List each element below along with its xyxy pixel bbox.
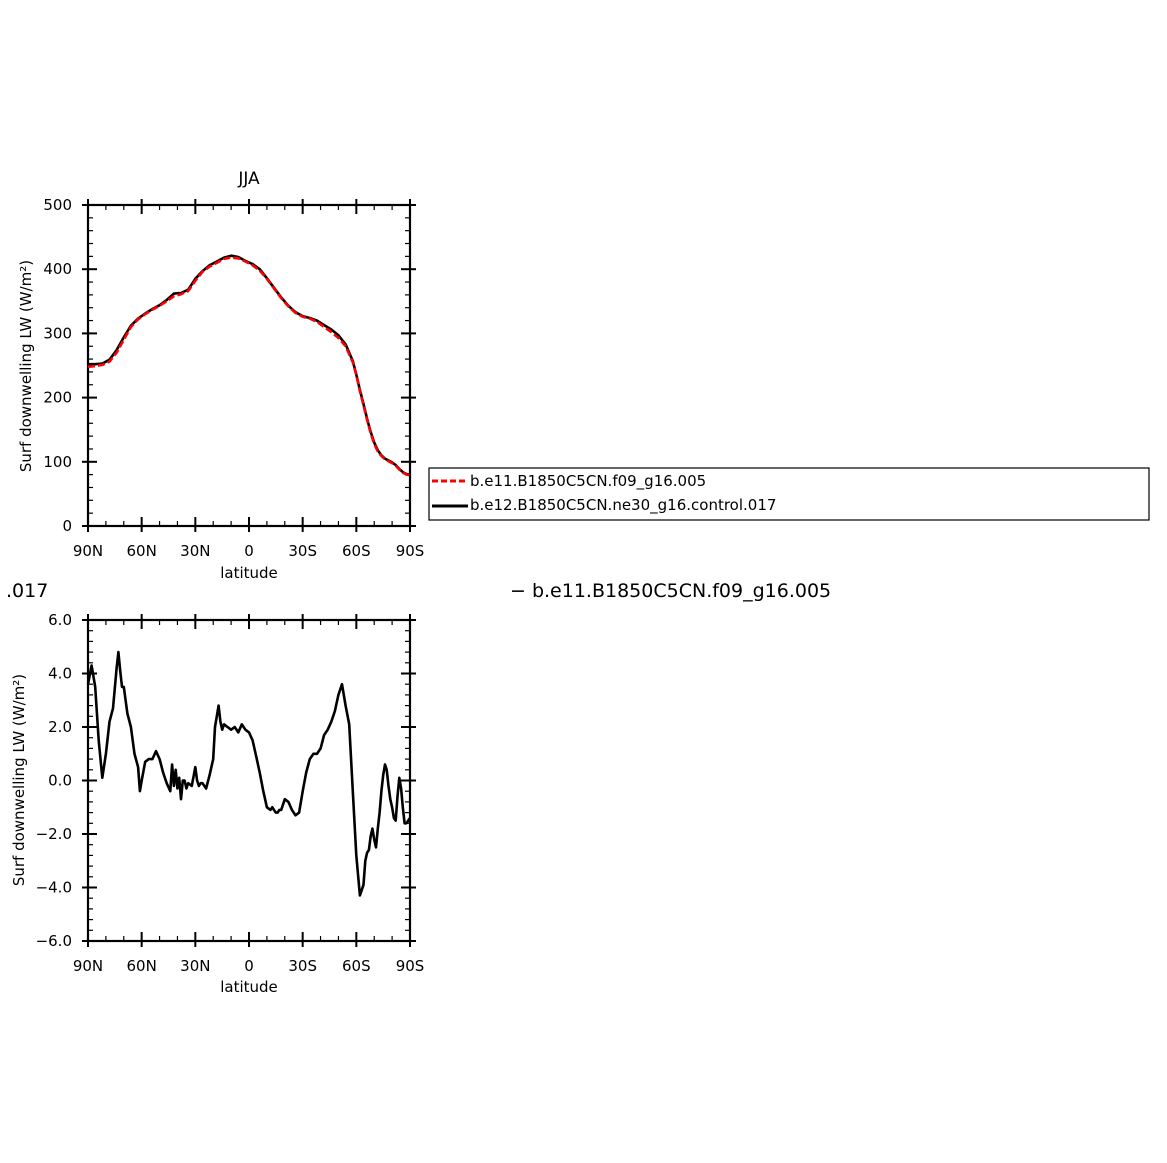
top-panel-xlabel: latitude: [220, 564, 278, 582]
top-series-line-0: [87, 256, 411, 477]
bottom-panel: latitude Surf downwelling LW (W/m²) 90N 6…: [10, 611, 424, 996]
top-panel-ylabel: Surf downwelling LW (W/m²): [17, 260, 35, 472]
legend-label-ref: b.e11.B1850C5CN.f09_g16.005: [470, 472, 706, 491]
bottom-panel-xlabel: latitude: [220, 978, 278, 996]
bottom-x-tick-label: 90S: [396, 957, 425, 975]
top-panel-title: JJA: [237, 169, 260, 189]
bottom-y-tick-label: 4.0: [48, 665, 72, 683]
bottom-y-tick-label: 6.0: [48, 611, 72, 629]
bottom-x-tick-label: 60S: [342, 957, 371, 975]
bottom-y-tick-label: −2.0: [36, 825, 72, 843]
top-y-tick-label: 400: [43, 260, 72, 278]
top-panel: JJA latitude Surf downwelling LW (W/m²) …: [17, 169, 424, 582]
top-x-tick-label: 90S: [396, 542, 425, 560]
bottom-y-tick-label: 2.0: [48, 718, 72, 736]
top-axes: 90N 60N 30N 0 30S 60S 90S 0 100 200 300 400 500: [43, 196, 424, 560]
bottom-y-tick-label: −6.0: [36, 932, 72, 950]
top-plot-frame: [86, 203, 412, 528]
top-x-tick-label: 90N: [73, 542, 103, 560]
bottom-x-tick-label: 90N: [73, 957, 103, 975]
bottom-y-tick-label: −4.0: [36, 879, 72, 897]
top-y-tick-label: 500: [43, 196, 72, 214]
bottom-axes: 90N 60N 30N 0 30S 60S 90S −6.0 −4.0 −2.0 0.0 2.0 4.0…: [36, 611, 425, 975]
top-y-tick-label: 0: [62, 517, 72, 535]
top-y-tick-label: 300: [43, 324, 72, 342]
bottom-panel-ylabel: Surf downwelling LW (W/m²): [10, 674, 28, 886]
top-x-tick-label: 60N: [127, 542, 157, 560]
top-x-tick-label: 60S: [342, 542, 371, 560]
bottom-x-tick-label: 60N: [127, 957, 157, 975]
bottom-x-tick-label: 0: [244, 957, 254, 975]
top-data-lines: [87, 254, 411, 477]
top-y-tick-label: 200: [43, 389, 72, 407]
legend: b.e11.B1850C5CN.f09_g16.005 b.e12.B1850C…: [428, 467, 1150, 521]
top-y-tick-label: 100: [43, 453, 72, 471]
bottom-series-line-0: [86, 650, 412, 897]
legend-frame: [428, 467, 1150, 521]
bottom-x-tick-label: 30N: [180, 957, 210, 975]
bottom-x-tick-label: 30S: [288, 957, 317, 975]
top-x-tick-label: 0: [244, 542, 254, 560]
top-x-tick-label: 30S: [288, 542, 317, 560]
bottom-y-tick-label: 0.0: [48, 772, 72, 790]
top-x-tick-label: 30N: [180, 542, 210, 560]
cut-legend-entry: − b.e11.B1850C5CN.f09_g16.005: [510, 580, 831, 602]
bottom-data-lines: [86, 650, 412, 897]
top-series-line-1: [88, 254, 411, 476]
legend-label-model: b.e12.B1850C5CN.ne30_g16.control.017: [470, 496, 776, 515]
cut-text-left: .017: [6, 580, 48, 602]
